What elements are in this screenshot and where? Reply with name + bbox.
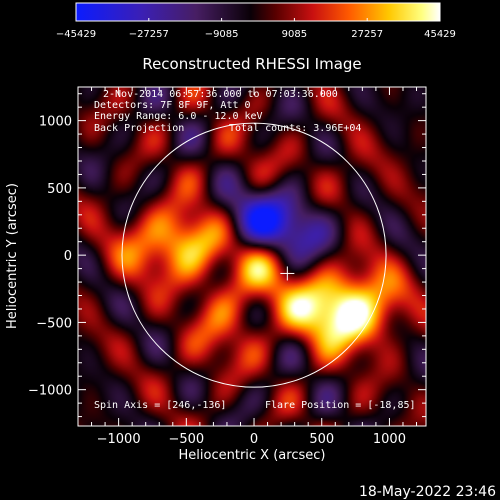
x-tick-label: −1000: [97, 432, 141, 447]
y-tick-label: −1000: [28, 384, 72, 399]
annotation-total-counts: Total counts: 3.96E+04: [229, 123, 361, 134]
y-axis-label: Heliocentric Y (arcsec): [5, 183, 20, 329]
colorbar-tick-label: 9085: [282, 29, 307, 40]
spin-axis-marker: [280, 266, 295, 281]
heatmap-image: [78, 87, 426, 426]
annotation-spin-axis: Spin Axis = [246,-136]: [94, 400, 226, 411]
colorbar-ticks: −45429 −27257 −9085 9085 27257 45429: [56, 18, 456, 40]
colorbar-tick-label: 27257: [351, 29, 383, 40]
y-tick-label: 500: [47, 182, 72, 197]
annotation-method: Back Projection: [94, 123, 184, 134]
y-tick-label: 1000: [39, 115, 72, 130]
colorbar-tick-label: −45429: [56, 29, 96, 40]
x-tick-label: 0: [250, 432, 258, 447]
annotation-energy-range: Energy Range: 6.0 - 12.0 keV: [94, 111, 263, 122]
plot-frame: [77, 86, 427, 427]
x-axis-label: Heliocentric X (arcsec): [179, 448, 326, 463]
solar-limb-circle: [121, 122, 387, 388]
annotation-time-range: 2-Nov-2014 06:57:36.000 to 07:03:36.000: [103, 89, 338, 100]
chart-title: Reconstructed RHESSI Image: [142, 55, 361, 73]
colorbar-tick-label: −27257: [129, 29, 169, 40]
annotation-flare-position: Flare Position = [-18,85]: [265, 400, 416, 411]
x-tick-label: −500: [168, 432, 204, 447]
colorbar-tick-label: 45429: [424, 29, 456, 40]
annotation-detectors: Detectors: 7F 8F 9F, Att 0: [94, 100, 251, 111]
y-tick-label: 0: [64, 249, 72, 264]
colorbar-tick-label: −9085: [205, 29, 239, 40]
colorbar: [75, 2, 441, 22]
axis-ticks: [78, 87, 426, 426]
x-tick-label: 500: [309, 432, 334, 447]
x-tick-label: 1000: [373, 432, 406, 447]
footer-timestamp: 18-May-2022 23:46: [359, 484, 496, 500]
y-tick-label: −500: [36, 316, 72, 331]
